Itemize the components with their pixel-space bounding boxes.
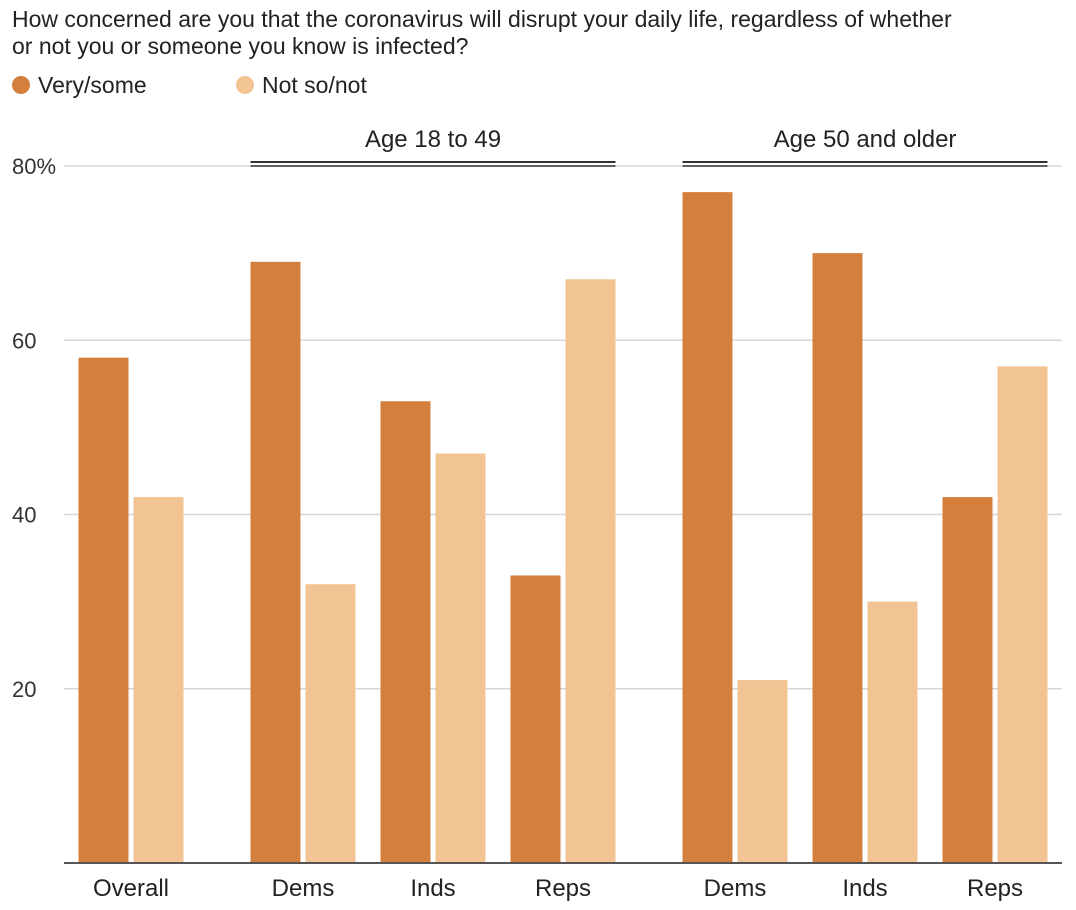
x-axis-labels: Overall Dems Inds Reps Dems Inds Reps (93, 875, 1023, 902)
x-tick-label: Inds (410, 875, 455, 902)
bar-not-so-5 (867, 601, 918, 863)
bar-very-some-6 (942, 497, 993, 863)
bar-not-so-2 (435, 453, 486, 863)
bar-very-some-5 (812, 253, 863, 863)
y-axis: 20 40 60 80% (12, 154, 56, 702)
group-header-label: Age 18 to 49 (365, 126, 501, 153)
question-line-2: or not you or someone you know is infect… (12, 33, 468, 59)
legend-swatch-very-some (12, 76, 30, 94)
bar-very-some-1 (250, 261, 301, 863)
bar-very-some-3 (510, 575, 561, 863)
bar-not-so-3 (565, 279, 616, 863)
y-tick-label: 80% (12, 154, 56, 179)
legend: Very/some Not so/not (12, 72, 367, 98)
bars (78, 192, 1048, 863)
bar-very-some-0 (78, 357, 129, 863)
legend-label-not-so: Not so/not (262, 72, 367, 98)
x-tick-label: Inds (842, 875, 887, 902)
x-tick-label: Dems (704, 875, 767, 902)
bar-not-so-4 (737, 680, 788, 863)
bar-very-some-2 (380, 401, 431, 863)
legend-swatch-not-so (236, 76, 254, 94)
x-tick-label: Dems (272, 875, 335, 902)
y-tick-label: 20 (12, 677, 36, 702)
bar-not-so-6 (997, 366, 1048, 863)
x-tick-label: Reps (967, 875, 1023, 902)
y-tick-label: 40 (12, 503, 36, 528)
legend-label-very-some: Very/some (38, 72, 147, 98)
group-header-label: Age 50 and older (774, 126, 957, 153)
x-tick-label: Reps (535, 875, 591, 902)
bar-not-so-1 (305, 584, 356, 863)
question-line-1: How concerned are you that the coronavir… (12, 6, 952, 32)
x-tick-label: Overall (93, 875, 169, 902)
bar-very-some-4 (682, 192, 733, 863)
bar-not-so-0 (133, 497, 184, 863)
group-headers: Age 18 to 49 Age 50 and older (250, 126, 1048, 167)
y-tick-label: 60 (12, 328, 36, 353)
